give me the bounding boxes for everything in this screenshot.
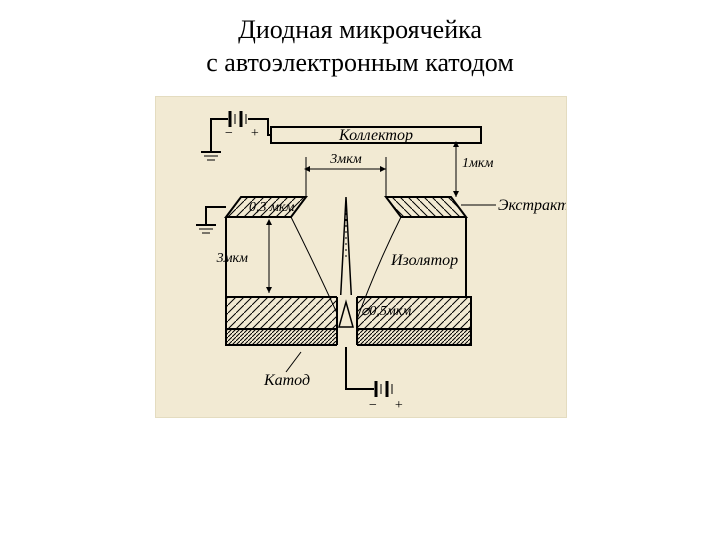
ground-icon-2 [196,225,216,233]
cathode-lead [286,352,301,372]
svg-text:+: + [250,126,259,141]
ext-thickness-label: 0,3 мкм [249,200,294,215]
wire-cathode [346,347,374,389]
dim-3mkm-top-label: 3мкм [329,152,361,167]
svg-text:−: − [368,398,377,413]
wire-extractor-ground [206,207,226,225]
cathode-label: Катод [263,372,310,389]
diagram-figure: − + Коллектор 1мкм 3мкм 0,3 мкм Экстракт… [155,96,567,418]
battery-bottom-icon: − + [368,381,403,413]
battery-top-icon: − + [224,111,259,141]
dim-1mkm-label: 1мкм [462,156,493,171]
isolator-label: Изолятор [390,252,458,269]
extractor-label: Экстрактор [498,197,566,214]
page-title: Диодная микроячейка с автоэлектронным ка… [0,0,720,79]
title-line-1: Диодная микроячейка [238,15,482,44]
extractor-right [386,197,466,217]
dim-3mkm-iso-label: 3мкм [216,251,248,266]
svg-text:+: + [394,398,403,413]
diagram-svg: − + Коллектор 1мкм 3мкм 0,3 мкм Экстракт… [156,97,566,417]
svg-text:−: − [224,126,233,141]
collector-label: Коллектор [338,127,413,144]
title-line-2: с автоэлектронным катодом [206,48,514,77]
ground-icon [201,132,221,160]
